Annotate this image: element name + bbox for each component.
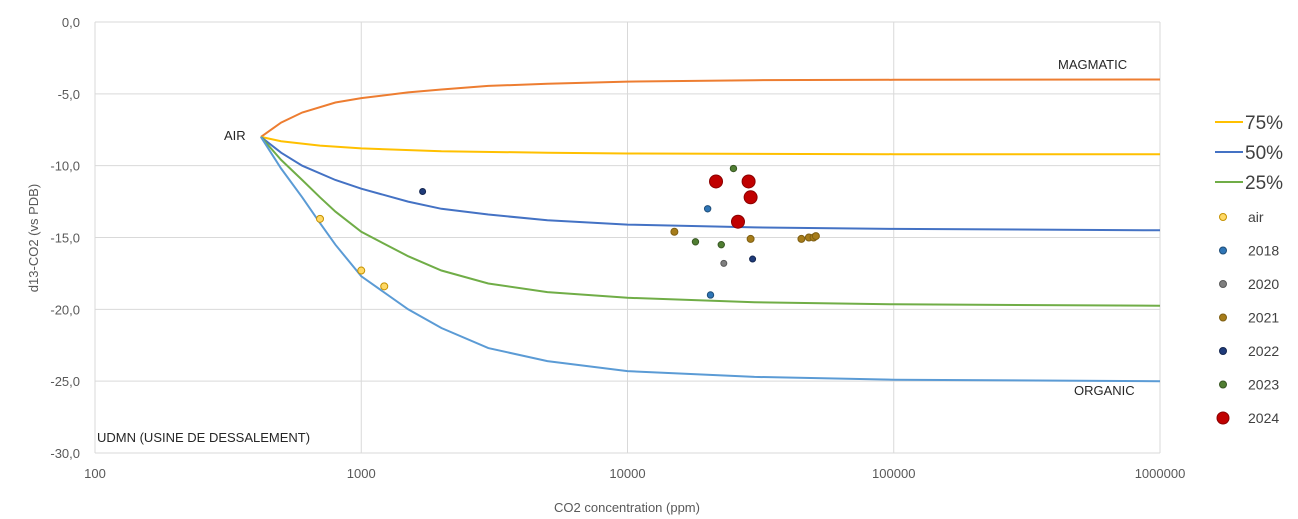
x-tick-label: 100: [84, 466, 106, 481]
point-2020: [720, 259, 728, 267]
x-tick-label: 1000: [347, 466, 376, 481]
legend-marker-2018: [1219, 246, 1227, 255]
y-axis-title: d13-CO2 (vs PDB): [26, 184, 41, 292]
legend-label-2022: 2022: [1248, 343, 1279, 359]
legend-marker-2023: [1219, 380, 1227, 389]
annotation-site: UDMN (USINE DE DESSALEMENT): [97, 430, 310, 445]
grid: [94, 21, 1161, 454]
legend-label-75%: 75%: [1245, 113, 1283, 134]
point-2021: [670, 227, 679, 236]
point-2018: [703, 205, 712, 213]
legend-marker-air: [1219, 213, 1227, 221]
annotation-air: AIR: [224, 128, 246, 143]
point-air: [316, 214, 325, 223]
legend-label-2020: 2020: [1248, 276, 1279, 292]
point-2018: [706, 291, 715, 299]
point-2024: [730, 214, 745, 229]
point-2024: [743, 190, 758, 205]
point-air: [380, 282, 389, 291]
legend-label-25%: 25%: [1245, 173, 1283, 194]
legend-marker-2021: [1219, 313, 1227, 322]
x-tick-label: 10000: [609, 466, 645, 481]
point-2022: [419, 188, 427, 196]
y-tick-label: -25,0: [50, 374, 80, 389]
legend: 75% 50% 25% air 2018 2020 2021 2022 2023 2024: [1215, 113, 1283, 426]
point-2022: [749, 255, 757, 263]
y-tick-label: -20,0: [50, 302, 80, 317]
legend-label-2021: 2021: [1248, 310, 1279, 326]
annotation-organic: ORGANIC: [1074, 383, 1135, 398]
point-2023: [729, 164, 738, 173]
legend-marker-2020: [1219, 280, 1227, 288]
y-tick-label: -10,0: [50, 159, 80, 174]
y-tick-labels: 0,0 -5,0 -10,0 -15,0 -20,0 -25,0 -30,0: [50, 15, 80, 461]
mixing-line-4: [260, 136, 1161, 383]
legend-label-2023: 2023: [1248, 377, 1279, 393]
y-tick-label: -5,0: [58, 87, 80, 102]
mixing-line-0: [260, 78, 1161, 138]
legend-marker-2024: [1216, 411, 1230, 425]
mixing-lines: [260, 78, 1161, 383]
y-tick-label: -15,0: [50, 231, 80, 246]
x-tick-label: 100000: [872, 466, 915, 481]
mixing-line-3: [260, 136, 1161, 307]
point-2021: [797, 234, 806, 243]
legend-label-2018: 2018: [1248, 243, 1279, 259]
y-tick-label: 0,0: [62, 15, 80, 30]
point-2023: [691, 238, 700, 246]
legend-label-air: air: [1248, 209, 1264, 225]
x-axis-title: CO2 concentration (ppm): [554, 500, 700, 515]
legend-marker-2022: [1219, 347, 1227, 355]
y-tick-label: -30,0: [50, 446, 80, 461]
point-2023: [717, 240, 725, 249]
x-tick-label: 1000000: [1135, 466, 1186, 481]
data-points: [316, 164, 820, 299]
legend-label-2024: 2024: [1248, 410, 1279, 426]
point-2021: [746, 234, 755, 243]
mixing-line-2: [260, 136, 1161, 232]
point-2024: [709, 174, 724, 189]
point-2021: [811, 232, 820, 241]
annotation-magmatic: MAGMATIC: [1058, 57, 1127, 72]
x-tick-labels: 100 1000 10000 100000 1000000: [84, 466, 1185, 481]
point-2024: [741, 174, 756, 189]
legend-label-50%: 50%: [1245, 143, 1283, 164]
mixing-line-1: [260, 135, 1160, 156]
point-air: [357, 266, 366, 275]
